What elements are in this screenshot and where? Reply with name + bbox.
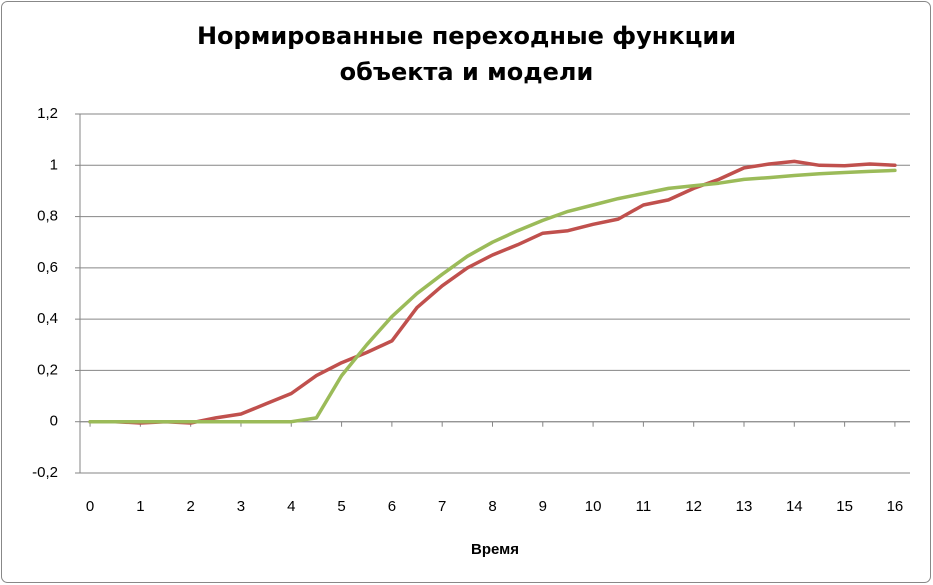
x-tick-label: 15: [836, 498, 853, 515]
x-tick-label: 13: [736, 498, 753, 515]
x-tick-label: 9: [539, 498, 547, 515]
y-tick-label: 1: [50, 156, 58, 173]
x-tick-label: 4: [287, 498, 295, 515]
y-tick-label: 0,4: [37, 310, 58, 327]
y-tick-label: 0,6: [37, 259, 58, 276]
x-tick-label: 12: [685, 498, 702, 515]
x-tick-label: 3: [237, 498, 245, 515]
x-tick-label: 11: [636, 498, 652, 515]
x-axis-label: Время: [471, 541, 519, 558]
chart-title: Нормированные переходные функции объекта…: [196, 22, 737, 86]
y-tick-label: 0,2: [37, 361, 58, 378]
series-line: [88, 168, 897, 424]
x-tick-label: 14: [786, 498, 803, 515]
x-tick-label: 10: [585, 498, 602, 515]
y-tick-label: -0,2: [32, 464, 58, 481]
x-tick-label: 6: [388, 498, 396, 515]
y-tick-label: 0,8: [37, 208, 58, 225]
series-line: [88, 159, 897, 425]
y-tick-label: 1,2: [37, 105, 58, 122]
x-tick-label: 16: [887, 498, 904, 515]
x-tick-label: 7: [438, 498, 446, 515]
y-tick-label: 0: [50, 413, 58, 430]
x-tick-label: 0: [86, 498, 94, 515]
x-tick-label: 8: [488, 498, 496, 515]
x-tick-label: 5: [337, 498, 345, 515]
x-tick-label: 2: [186, 498, 194, 515]
x-tick-label: 1: [136, 498, 144, 515]
